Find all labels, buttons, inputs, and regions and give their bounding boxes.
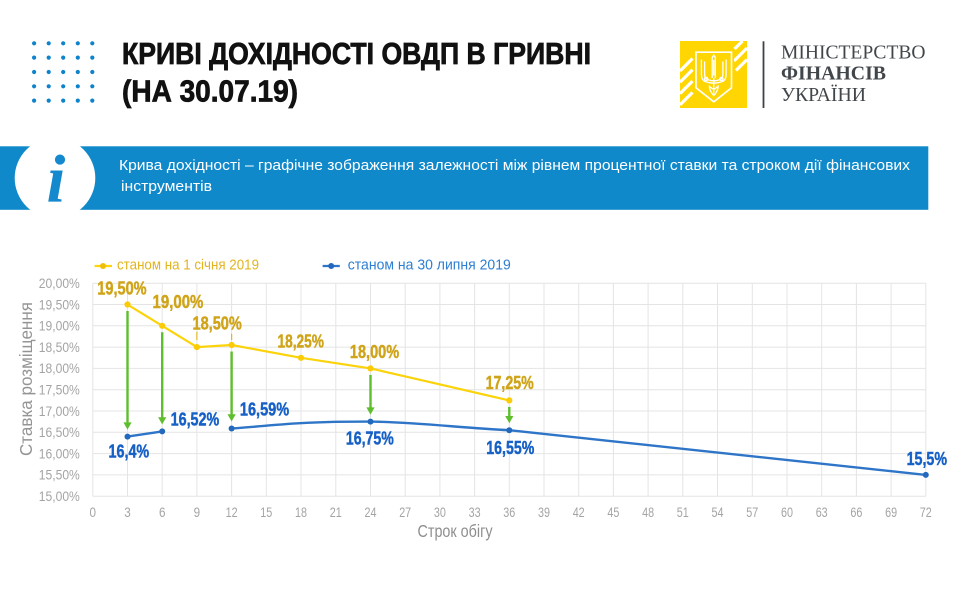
svg-text:63: 63 <box>816 505 828 520</box>
svg-text:18: 18 <box>295 505 307 520</box>
svg-text:Ставка розміщення: Ставка розміщення <box>16 302 36 456</box>
svg-text:(НА 30.07.19): (НА 30.07.19) <box>122 73 298 108</box>
svg-text:Крива дохідності – графічне зо: Крива дохідності – графічне зображення з… <box>119 157 911 174</box>
svg-text:15,50%: 15,50% <box>39 468 80 483</box>
svg-text:3: 3 <box>124 505 131 520</box>
svg-text:16,52%: 16,52% <box>171 408 220 429</box>
svg-text:19,00%: 19,00% <box>153 291 204 312</box>
svg-text:21: 21 <box>330 505 342 520</box>
svg-text:16,4%: 16,4% <box>109 441 150 462</box>
svg-text:УКРАЇНИ: УКРАЇНИ <box>781 83 866 106</box>
svg-text:ФІНАНСІВ: ФІНАНСІВ <box>781 63 886 85</box>
svg-text:15: 15 <box>260 505 272 520</box>
svg-text:19,50%: 19,50% <box>97 278 146 299</box>
svg-text:16,00%: 16,00% <box>39 446 80 461</box>
svg-text:інструментів: інструментів <box>121 178 212 195</box>
svg-text:16,59%: 16,59% <box>240 398 289 419</box>
svg-text:станом на 30 липня 2019: станом на 30 липня 2019 <box>348 257 511 273</box>
svg-text:48: 48 <box>642 505 654 520</box>
svg-text:9: 9 <box>194 505 201 520</box>
svg-text:18,25%: 18,25% <box>278 330 325 351</box>
svg-text:17,50%: 17,50% <box>39 383 80 398</box>
svg-text:19,50%: 19,50% <box>39 297 80 312</box>
svg-text:0: 0 <box>90 505 97 520</box>
svg-text:57: 57 <box>746 505 758 520</box>
svg-text:20,00%: 20,00% <box>39 276 80 291</box>
svg-text:16,55%: 16,55% <box>486 437 534 458</box>
svg-text:27: 27 <box>399 505 411 520</box>
svg-text:КРИВІ ДОХІДНОСТІ ОВДП В ГРИВНІ: КРИВІ ДОХІДНОСТІ ОВДП В ГРИВНІ <box>122 36 591 71</box>
svg-text:15,00%: 15,00% <box>39 489 80 504</box>
svg-text:66: 66 <box>850 505 862 520</box>
svg-text:69: 69 <box>885 505 897 520</box>
svg-text:36: 36 <box>503 505 515 520</box>
svg-text:6: 6 <box>159 505 166 520</box>
svg-text:18,00%: 18,00% <box>39 361 80 376</box>
svg-text:24: 24 <box>365 505 377 520</box>
svg-text:12: 12 <box>226 505 238 520</box>
svg-text:33: 33 <box>469 505 481 520</box>
svg-text:42: 42 <box>573 505 585 520</box>
svg-text:30: 30 <box>434 505 446 520</box>
svg-text:45: 45 <box>607 505 619 520</box>
svg-text:54: 54 <box>712 505 724 520</box>
svg-text:i: i <box>47 141 66 217</box>
svg-text:15,5%: 15,5% <box>907 448 947 469</box>
svg-text:60: 60 <box>781 505 793 520</box>
svg-text:18,00%: 18,00% <box>350 341 399 362</box>
svg-text:станом на 1 січня 2019: станом на 1 січня 2019 <box>117 257 259 273</box>
svg-text:Строк обігу: Строк обігу <box>418 521 493 541</box>
svg-text:16,75%: 16,75% <box>346 427 394 448</box>
svg-text:19,00%: 19,00% <box>39 319 80 334</box>
svg-text:17,25%: 17,25% <box>486 372 534 393</box>
svg-text:39: 39 <box>538 505 550 520</box>
svg-text:51: 51 <box>677 505 689 520</box>
svg-text:17,00%: 17,00% <box>39 404 80 419</box>
svg-text:72: 72 <box>920 505 932 520</box>
svg-text:16,50%: 16,50% <box>39 425 80 440</box>
svg-text:18,50%: 18,50% <box>193 313 242 334</box>
svg-text:МІНІСТЕРСТВО: МІНІСТЕРСТВО <box>781 41 926 63</box>
svg-text:18,50%: 18,50% <box>39 340 80 355</box>
